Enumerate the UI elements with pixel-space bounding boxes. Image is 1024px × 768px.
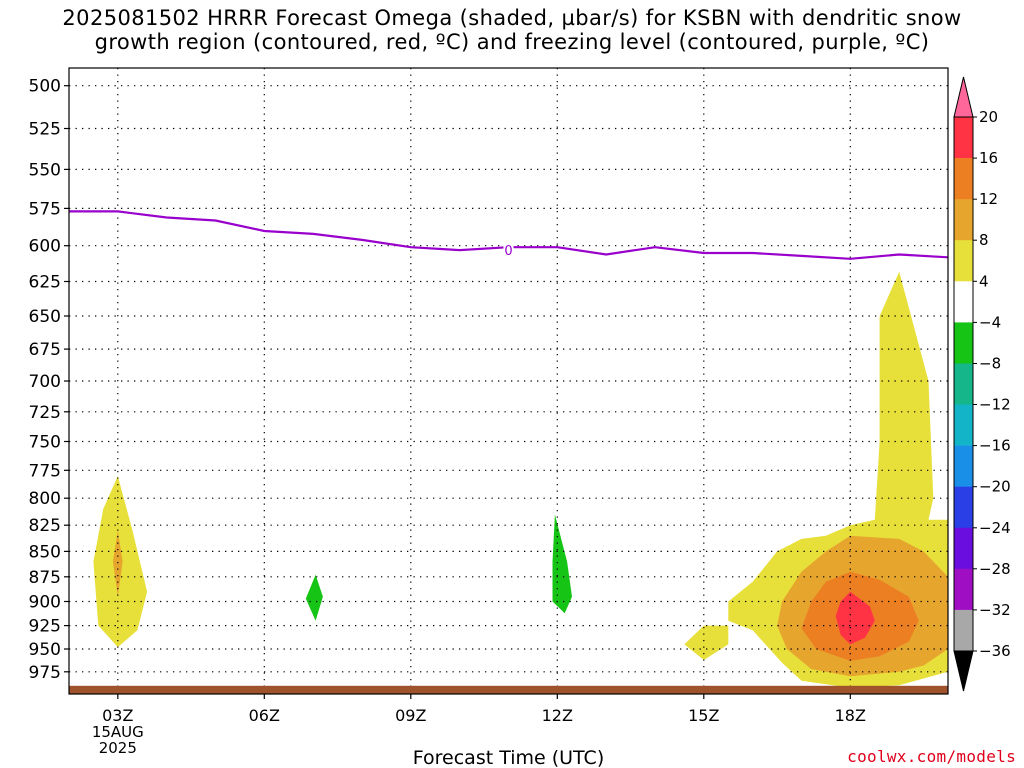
colorbar-segment-12 (954, 158, 973, 200)
colorbar-label--16: −16 (979, 437, 1011, 455)
colorbar-bottom-arrow (953, 650, 974, 692)
x-tick-sublabel-0: 15AUG (92, 723, 144, 741)
omega-region-1 (112, 530, 123, 597)
chart-title-line-1: 2025081502 HRRR Forecast Omega (shaded, … (62, 6, 962, 30)
freezing-level-label-bg (503, 242, 514, 258)
y-tick-label-525: 525 (29, 120, 61, 140)
y-tick-label-575: 575 (29, 199, 61, 219)
colorbar-segment-4 (954, 240, 973, 282)
y-tick-label-500: 500 (29, 77, 61, 97)
x-axis-title: Forecast Time (UTC) (413, 747, 604, 768)
colorbar-label--12: −12 (979, 396, 1011, 414)
x-tick-label-12Z: 12Z (542, 706, 573, 725)
y-tick-label-825: 825 (29, 516, 61, 536)
x-tick-label-09Z: 09Z (395, 706, 426, 725)
y-tick-label-775: 775 (29, 461, 61, 481)
colorbar-label--4: −4 (979, 313, 1001, 331)
colorbar-label-16: 16 (979, 149, 998, 167)
y-tick-label-750: 750 (29, 433, 61, 453)
freezing-level-label: 0 (504, 244, 512, 259)
y-tick-label-950: 950 (29, 640, 61, 660)
x-tick-label-18Z: 18Z (835, 706, 866, 725)
colorbar-segment--8 (954, 322, 973, 364)
colorbar-top-arrow (953, 76, 974, 118)
colorbar-segment--4 (954, 281, 973, 323)
omega-region-8 (835, 591, 875, 645)
y-tick-label-975: 975 (29, 663, 61, 683)
y-tick-label-875: 875 (29, 568, 61, 588)
y-tick-label-700: 700 (29, 372, 61, 392)
colorbar-segment--36 (954, 609, 973, 652)
colorbar-label--8: −8 (979, 355, 1001, 373)
chart-title: 2025081502 HRRR Forecast Omega (shaded, … (0, 6, 1024, 54)
chart-title-line-2: growth region (contoured, red, ºC) and f… (94, 30, 930, 54)
y-tick-label-675: 675 (29, 340, 61, 360)
x-tick-label-03Z: 03Z (102, 706, 133, 725)
colorbar-label--32: −32 (979, 601, 1011, 619)
colorbar-segment-16 (954, 117, 973, 159)
y-tick-label-725: 725 (29, 403, 61, 423)
colorbar-label--28: −28 (979, 560, 1011, 578)
colorbar-label-20: 20 (979, 108, 998, 126)
y-tick-label-850: 850 (29, 542, 61, 562)
omega-region-3 (552, 514, 572, 614)
y-tick-label-625: 625 (29, 273, 61, 293)
y-tick-label-925: 925 (29, 617, 61, 637)
y-tick-label-600: 600 (29, 237, 61, 257)
y-tick-label-900: 900 (29, 593, 61, 613)
credit-link[interactable]: coolwx.com/models (847, 747, 1016, 766)
colorbar-label-4: 4 (979, 272, 989, 290)
colorbar-label--36: −36 (979, 642, 1011, 660)
colorbar-segment-8 (954, 199, 973, 241)
y-tick-label-800: 800 (29, 489, 61, 509)
omega-region-4 (684, 625, 729, 660)
colorbar-label--20: −20 (979, 478, 1011, 496)
colorbar-segment--12 (954, 363, 973, 405)
y-tick-label-650: 650 (29, 307, 61, 327)
colorbar-segment--20 (954, 445, 973, 487)
colorbar-label-8: 8 (979, 231, 989, 249)
colorbar-label-12: 12 (979, 190, 998, 208)
colorbar-segment--28 (954, 527, 973, 570)
omega-region-2 (305, 574, 323, 621)
colorbar-segment--24 (954, 486, 973, 529)
x-tick-label-15Z: 15Z (688, 706, 719, 725)
colorbar-segment--16 (954, 404, 973, 446)
x-tick-label-06Z: 06Z (249, 706, 280, 725)
colorbar-segment--32 (954, 568, 973, 611)
y-tick-label-550: 550 (29, 160, 61, 180)
ground-bar (69, 685, 948, 694)
x-tick-sublabel-1: 2025 (99, 739, 137, 757)
colorbar-label--24: −24 (979, 519, 1011, 537)
